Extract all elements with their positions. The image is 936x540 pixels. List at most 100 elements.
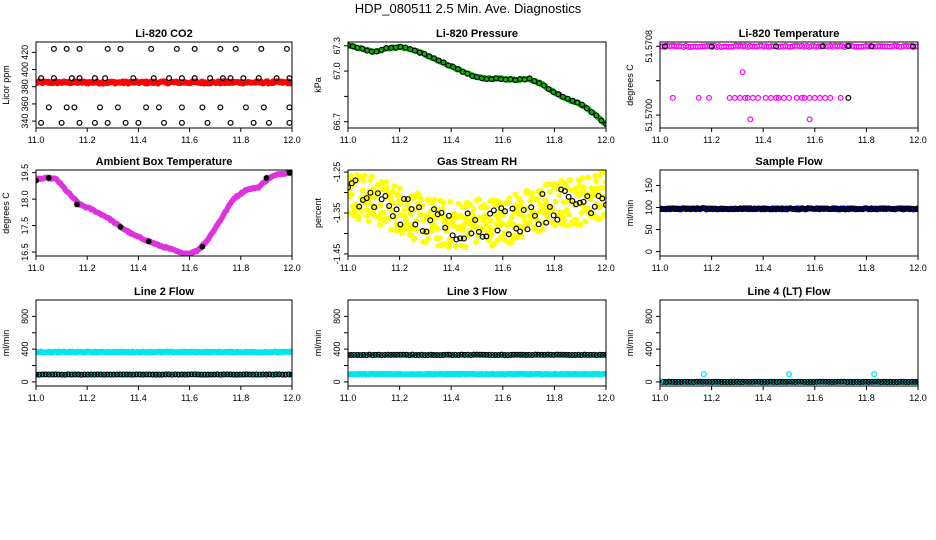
data-point-rh-s1 <box>363 195 370 202</box>
data-point-line3-s2 <box>584 351 591 358</box>
data-point-rh-s0 <box>407 210 414 217</box>
data-point-sampleflow-s1 <box>697 205 704 212</box>
data-point-rh-s0 <box>376 215 383 222</box>
data-point-rh-s1 <box>378 196 385 203</box>
data-point-rh-s0 <box>596 172 603 179</box>
data-point-line4-s1 <box>859 378 866 385</box>
data-point-line4-s1 <box>675 378 682 385</box>
chart-panel-boxtemp: Ambient Box Temperature degrees C 11.0 11.2… <box>1 156 301 273</box>
data-point-co2-s4 <box>58 119 65 126</box>
data-point-line2-s2 <box>272 371 279 378</box>
data-point-rh-s1 <box>539 191 546 198</box>
data-point-line4-s1 <box>887 378 894 385</box>
y-tick-label-pressure: 67.3 <box>332 37 342 55</box>
data-point-co2-s2 <box>38 75 45 82</box>
y-axis-label-line3: ml/min <box>313 330 323 357</box>
data-point-rh-s0 <box>356 216 362 223</box>
data-point-line2-s2 <box>88 371 95 378</box>
chart-panel-licortemp: Li-820 Temperature degrees C 11.0 11.2 11.4 1… <box>625 28 927 145</box>
data-point-sampleflow-s1 <box>894 205 901 212</box>
data-point-co2-s3 <box>114 104 121 111</box>
data-point-co2-s1 <box>217 45 224 52</box>
data-point-line2-s2 <box>84 371 91 378</box>
data-point-licortemp-s2 <box>837 94 844 101</box>
data-point-pressure-s1 <box>564 95 571 102</box>
data-point-line4-s1 <box>908 378 915 385</box>
data-point-line2-s2 <box>62 371 69 378</box>
data-point-line2-s2 <box>214 371 221 378</box>
data-point-rh-s1 <box>367 189 374 196</box>
data-point-licortemp-s1 <box>662 43 669 50</box>
data-point-pressure-s1 <box>450 63 457 70</box>
data-point-co2-s2 <box>50 75 57 82</box>
x-tick-label-pressure: 11.8 <box>546 135 563 145</box>
data-point-sampleflow-s1 <box>685 205 692 212</box>
data-point-line2-s2 <box>78 371 85 378</box>
chart-title-sampleflow: Sample Flow <box>755 156 823 168</box>
y-tick-label-co2: 340 <box>20 114 30 129</box>
data-point-line4-s1 <box>764 378 771 385</box>
data-point-co2-s2 <box>102 75 109 82</box>
data-point-line3-s2 <box>406 352 413 359</box>
data-point-rh-s0 <box>390 200 396 206</box>
data-point-sampleflow-s1 <box>830 205 837 212</box>
data-point-sampleflow-s1 <box>775 205 782 212</box>
data-point-line4-s1 <box>905 378 912 385</box>
data-point-co2-s2 <box>273 75 280 82</box>
data-point-co2-s4 <box>161 119 168 126</box>
data-point-line2-s2 <box>58 371 65 378</box>
data-point-line4-s1 <box>828 379 835 386</box>
data-point-line3-s2 <box>458 351 465 358</box>
data-point-line2-s2 <box>149 371 156 378</box>
data-point-sampleflow-s1 <box>723 206 730 213</box>
data-point-line4-s1 <box>878 379 885 386</box>
data-point-licortemp-s2 <box>755 94 762 101</box>
data-point-line3-s2 <box>381 351 388 358</box>
data-point-line3-s2 <box>486 351 493 358</box>
data-point-rh-s0 <box>446 244 452 251</box>
data-point-sampleflow-s1 <box>854 205 861 212</box>
data-point-line4-s1 <box>770 378 777 385</box>
data-point-sampleflow-s1 <box>688 205 695 212</box>
data-point-line4-s1 <box>776 378 783 385</box>
data-point-sampleflow-s1 <box>799 205 806 212</box>
data-point-sampleflow-s1 <box>743 206 750 213</box>
data-point-co2-s1 <box>173 45 180 52</box>
data-point-rh-s1 <box>348 180 355 187</box>
y-axis-label-licortemp: degrees C <box>625 64 635 106</box>
plot-frame-licortemp <box>659 41 919 129</box>
data-point-co2-s3 <box>260 104 267 111</box>
data-point-rh-s0 <box>566 211 572 218</box>
data-point-line3-s2 <box>529 351 536 358</box>
plot-frame-line4 <box>659 299 919 387</box>
x-tick-label-licortemp: 11.0 <box>652 135 669 145</box>
data-point-pressure-s1 <box>531 78 538 85</box>
data-point-rh-s0 <box>512 191 519 198</box>
chart-title-pressure: Li-820 Pressure <box>436 28 518 40</box>
data-point-rh-s0 <box>494 237 501 243</box>
data-point-rh-s1 <box>457 235 464 242</box>
data-point-rh-s0 <box>487 217 494 224</box>
data-point-licortemp-s2 <box>811 94 818 101</box>
data-point-line4-s1 <box>693 378 700 385</box>
data-point-line2-s2 <box>36 371 39 378</box>
data-point-line4-s1 <box>739 379 746 386</box>
y-tick-label-licortemp: 51.5708 <box>644 30 654 63</box>
data-point-line3-s2 <box>452 351 459 358</box>
data-point-line4-s1 <box>752 378 759 385</box>
plot-frame-line2 <box>35 299 293 387</box>
data-point-rh-s0 <box>436 234 443 241</box>
data-point-rh-s0 <box>348 210 352 217</box>
data-point-line2-s2 <box>266 371 273 378</box>
data-point-rh-s1 <box>371 204 378 211</box>
data-point-line4-s1 <box>862 378 869 385</box>
data-point-line3-s2 <box>544 351 551 358</box>
data-point-line3-s2 <box>394 351 401 358</box>
data-point-sampleflow-s1 <box>770 206 777 213</box>
data-point-sampleflow-s1 <box>859 206 866 213</box>
x-tick-label-co2: 11.4 <box>130 135 147 145</box>
chart-panel-pressure: Li-820 Pressure kPa 11.0 11.2 11.4 11.6 11.8 12… <box>313 28 615 145</box>
data-point-rh-s0 <box>370 185 377 192</box>
data-point-co2-s3 <box>199 104 206 111</box>
data-point-rh-s0 <box>601 211 606 218</box>
